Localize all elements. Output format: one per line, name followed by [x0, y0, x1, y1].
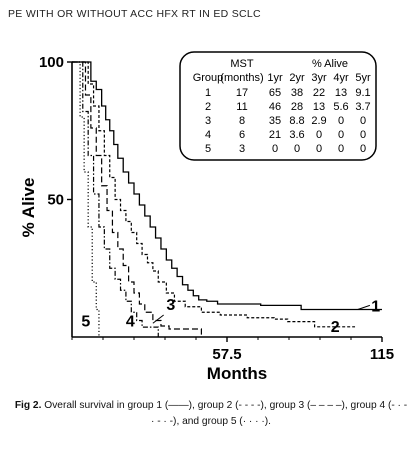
inset-col-header: 3yr — [311, 72, 327, 84]
inset-col-header: 2yr — [289, 72, 305, 84]
inset-cell: 0 — [338, 115, 344, 127]
curve-label-4: 4 — [126, 314, 135, 331]
inset-col-header: 5yr — [355, 72, 371, 84]
series-line-5 — [72, 61, 100, 337]
inset-col-header: 1yr — [267, 72, 283, 84]
inset-cell: 0 — [338, 143, 344, 155]
series-line-1 — [72, 61, 382, 311]
inset-cell: 0 — [360, 143, 366, 155]
inset-cell: 3.6 — [289, 129, 304, 141]
series-line-4 — [72, 61, 159, 337]
inset-cell: 0 — [272, 143, 278, 155]
inset-cell: 5.6 — [333, 101, 348, 113]
x-tick-label-115: 115 — [370, 346, 394, 363]
inset-col-header: (months) — [220, 72, 263, 84]
inset-cell: 9.1 — [355, 87, 370, 99]
inset-header-alive: % Alive — [312, 58, 348, 70]
inset-cell: 8 — [239, 115, 245, 127]
inset-cell: 65 — [269, 87, 281, 99]
inset-cell: 2.9 — [311, 115, 326, 127]
inset-cell: 5 — [205, 143, 211, 155]
caption-label: Fig 2. — [14, 400, 42, 411]
inset-cell: 38 — [291, 87, 303, 99]
curve-label-1-leader — [357, 304, 371, 310]
inset-cell: 0 — [294, 143, 300, 155]
inset-cell: 22 — [313, 87, 325, 99]
page-header: PE WITH OR WITHOUT ACC HFX RT IN ED SCLC — [8, 8, 261, 20]
figure-caption: Fig 2. Overall survival in group 1 (——),… — [12, 398, 410, 430]
inset-cell: 3 — [205, 115, 211, 127]
inset-cell: 0 — [338, 129, 344, 141]
inset-cell: 17 — [236, 87, 248, 99]
inset-cell: 1 — [205, 87, 211, 99]
inset-cell: 11 — [236, 101, 247, 113]
caption-text: Overall survival in group 1 (——), group … — [44, 400, 408, 427]
curve-label-1: 1 — [371, 298, 380, 315]
curve-label-5: 5 — [81, 314, 90, 331]
y-tick-label-100: 100 — [39, 54, 64, 71]
curve-label-3: 3 — [166, 297, 175, 314]
inset-cell: 35 — [269, 115, 281, 127]
inset-col-header: 4yr — [333, 72, 349, 84]
inset-cell: 21 — [269, 129, 281, 141]
y-axis-title: % Alive — [19, 178, 38, 238]
inset-cell: 46 — [269, 101, 281, 113]
inset-cell: 8.8 — [289, 115, 304, 127]
inset-header-mst: MST — [230, 58, 254, 70]
curve-label-3-leader — [152, 314, 164, 324]
inset-cell: 0 — [316, 129, 322, 141]
x-axis-title: Months — [207, 364, 267, 383]
inset-cell: 3 — [239, 143, 245, 155]
inset-table-box — [179, 51, 377, 161]
x-tick-label-57.5: 57.5 — [212, 346, 241, 363]
series-line-2 — [72, 61, 356, 328]
inset-cell: 6 — [239, 129, 245, 141]
inset-cell: 0 — [360, 129, 366, 141]
series-group — [72, 61, 382, 337]
curve-labels-group: 1 2 3 4 5 — [81, 297, 380, 336]
inset-cell: 13 — [313, 101, 325, 113]
inset-cell: 28 — [291, 101, 303, 113]
inset-cell: 2 — [205, 101, 211, 113]
inset-cell: 0 — [316, 143, 322, 155]
inset-cell: 13 — [335, 87, 347, 99]
series-line-3 — [72, 61, 202, 337]
inset-cell: 0 — [360, 115, 366, 127]
y-tick-label-50: 50 — [47, 192, 64, 209]
curve-label-2: 2 — [331, 319, 340, 336]
inset-col-header: Group — [193, 72, 224, 84]
inset-cell: 4 — [205, 129, 211, 141]
inset-cell: 3.7 — [355, 101, 370, 113]
